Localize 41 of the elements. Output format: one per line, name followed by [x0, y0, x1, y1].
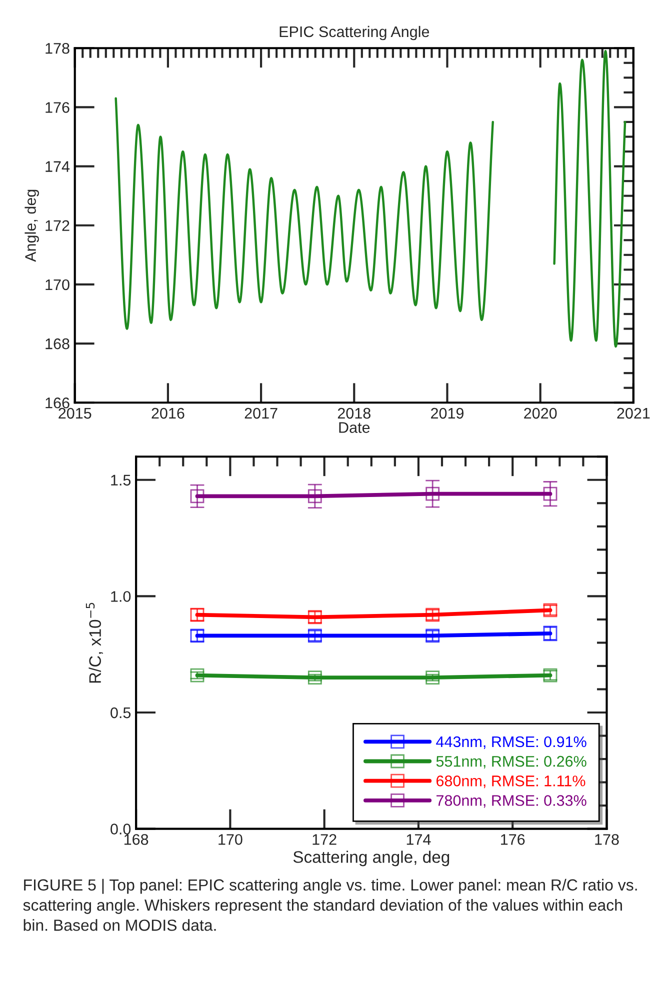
y-tick-label: 178: [46, 42, 70, 54]
x-axis-title: Scattering angle, deg: [293, 850, 450, 866]
chart-title: EPIC Scattering Angle: [280, 26, 430, 40]
y-tick-label: 170: [46, 279, 70, 290]
legend-label: 551nm, RMSE: 0.26%: [436, 756, 586, 769]
y-tick-label: 174: [46, 161, 70, 172]
y-tick-label: 0.5: [110, 707, 131, 718]
x-tick-label: 2019: [431, 408, 464, 419]
y-tick-label: 0.0: [110, 824, 131, 834]
point: [190, 668, 204, 682]
legend-label: 443nm, RMSE: 0.91%: [436, 736, 586, 749]
y-tick-label: 166: [46, 397, 70, 408]
caption: FIGURE 5 | Top panel: EPIC scattering angle vs. time. Lower panel: mean R/C ratio vs. scattering angle. Whiskers represent the standard deviation of the values within each bin. Based on MODIS data.: [23, 878, 637, 931]
x-tick-label: 2021: [617, 408, 650, 419]
y-tick-label: 176: [46, 102, 70, 113]
x-tick-label: 2018: [338, 408, 370, 419]
x-tick-label: 2017: [244, 408, 278, 419]
x-tick-label: 2020: [524, 408, 557, 419]
y-tick-label: 168: [46, 338, 70, 350]
x-tick-label: 2016: [152, 408, 184, 419]
point: [426, 486, 440, 501]
legend-label: 780nm, RMSE: 0.33%: [436, 795, 586, 808]
x-tick-label: 174: [406, 834, 431, 845]
x-axis-title: Date: [339, 422, 370, 433]
x-tick-label: 170: [218, 834, 242, 845]
x-tick-label: 172: [312, 834, 336, 845]
y-tick-label: 1.5: [111, 474, 131, 486]
y-axis-title: Angle, deg: [24, 190, 39, 262]
y-tick-label: 1.0: [111, 591, 131, 602]
point: [543, 486, 558, 501]
point: [308, 489, 322, 504]
point: [426, 670, 440, 685]
y-axis-title: R/C, x10$^{−5}$: [86, 602, 103, 683]
legend-label: 680nm, RMSE: 1.11%: [436, 776, 586, 788]
x-tick-label: 176: [501, 834, 525, 845]
x-tick-label: 178: [595, 834, 619, 845]
point: [308, 670, 322, 685]
x-tick-label: 2015: [58, 408, 92, 419]
y-tick-label: 172: [46, 220, 70, 231]
point: [190, 489, 204, 504]
x-tick-label: 168: [124, 834, 148, 845]
